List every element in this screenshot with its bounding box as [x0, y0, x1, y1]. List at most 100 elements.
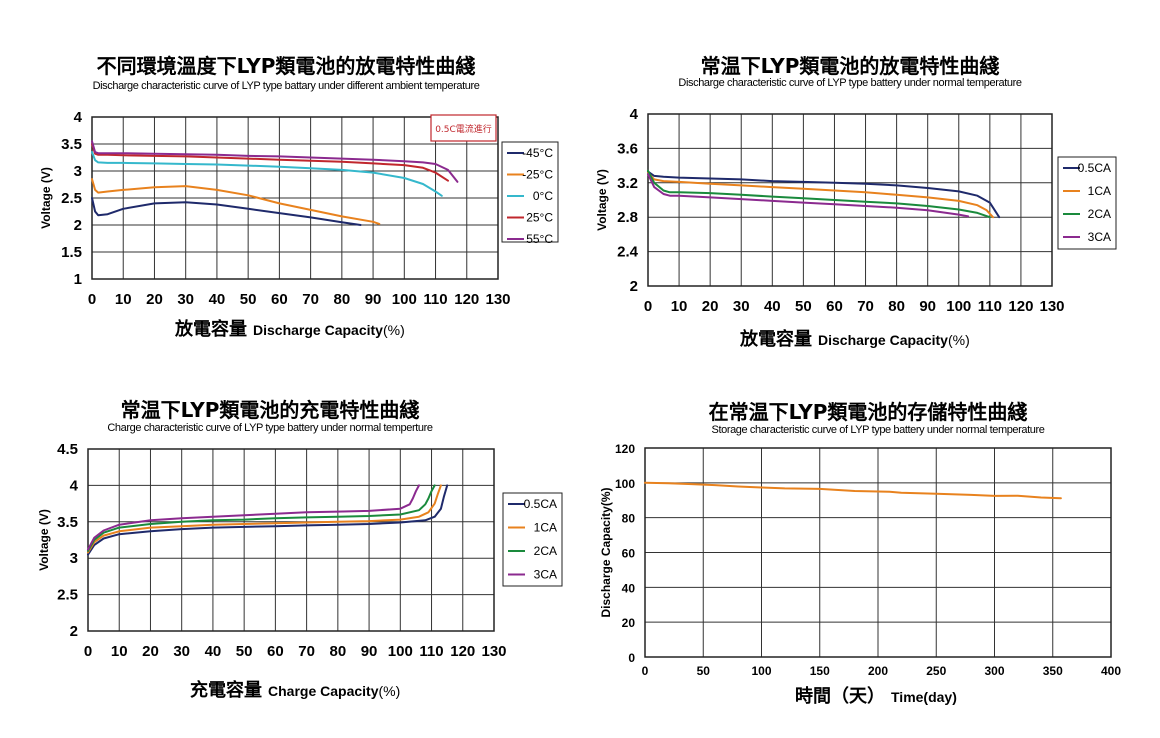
x-tick-label: 110	[419, 643, 443, 660]
y-tick-label: 2.4	[617, 244, 639, 261]
x-tick-label: 80	[334, 291, 351, 308]
x-tick-label: 40	[209, 291, 226, 308]
x-tick-label: 60	[271, 291, 288, 308]
y-tick-label: 4	[74, 109, 83, 126]
series-line-1ca	[87, 484, 442, 554]
x-tick-label: 20	[702, 298, 719, 315]
x-tick-label: 90	[919, 298, 936, 315]
grid	[644, 447, 1112, 658]
legend-label: 2CA	[534, 544, 557, 558]
x-tick-label: 50	[236, 643, 253, 660]
y-axis-label: Discharge Capacity(%)	[599, 487, 613, 617]
y-axis-label: Voltage (V)	[39, 167, 53, 229]
legend-label: 55°C	[526, 232, 553, 246]
x-tick-label: 30	[177, 291, 194, 308]
legend-label: 25°C	[526, 211, 553, 225]
x-tick-label: 100	[751, 664, 771, 678]
plot-frame	[87, 448, 495, 632]
legend-label: 0.5CA	[524, 497, 557, 511]
series-line-3ca	[647, 173, 970, 218]
chart-subtitle: Discharge characteristic curve of LYP ty…	[678, 77, 1021, 89]
series-line-05ca	[87, 484, 449, 556]
x-tick-label: 50	[795, 298, 812, 315]
y-tick-label: 4	[70, 477, 79, 494]
x-axis-label: 時間（天） Time(day)	[795, 686, 957, 707]
x-tick-label: 400	[1101, 664, 1121, 678]
x-tick-label: 100	[388, 643, 413, 660]
legend-box	[501, 141, 559, 243]
series-line-capacity	[644, 481, 1062, 500]
x-tick-label: 50	[697, 664, 711, 678]
x-tick-label: 110	[423, 291, 447, 308]
chart-subtitle: Discharge characteristic curve of LYP ty…	[93, 80, 480, 92]
y-tick-label: 2	[70, 623, 78, 640]
x-tick-label: 10	[115, 291, 132, 308]
legend-label: 3CA	[534, 568, 557, 582]
series-line-2ca	[87, 484, 436, 552]
y-tick-label: 4	[630, 106, 639, 123]
series-line-2ca	[647, 169, 991, 219]
plot-frame	[644, 447, 1112, 658]
y-tick-label: 120	[615, 442, 635, 456]
x-axis-label-en: Charge Capacity	[268, 683, 379, 699]
legend: -45°C -25°C 0°C 25°C 55°C	[501, 141, 559, 246]
x-tick-label: 80	[888, 298, 905, 315]
y-tick-label: 2.5	[57, 587, 78, 604]
y-tick-label: 80	[622, 512, 636, 526]
x-axis-label-unit: (%)	[383, 322, 405, 338]
y-tick-label: 20	[622, 616, 636, 630]
y-tick-label: 3	[70, 550, 78, 567]
legend: 0.5CA 1CA 2CA 3CA	[1057, 156, 1117, 250]
temperature-discharge-chart: 不同環境溫度下LYP類電池的放電特性曲綫 Discharge characteri…	[39, 54, 559, 340]
x-axis-label-cn: 放電容量	[174, 318, 247, 340]
x-axis-label-cn: 充電容量	[190, 679, 262, 701]
x-tick-label: 130	[1039, 298, 1064, 315]
y-tick-label: 2.8	[617, 209, 638, 226]
series-line-55c	[91, 140, 459, 183]
x-tick-label: 300	[984, 664, 1004, 678]
x-tick-label: 70	[298, 643, 315, 660]
legend-label: -25°C	[522, 168, 553, 182]
legend-label: 1CA	[534, 521, 557, 535]
x-axis-label-cn: 放電容量	[739, 328, 812, 350]
x-axis-label-en: Discharge Capacity	[253, 322, 383, 338]
y-tick-label: 3.2	[617, 175, 638, 192]
y-axis-label: Voltage (V)	[595, 169, 609, 231]
x-tick-label: 90	[365, 291, 382, 308]
x-tick-label: 90	[361, 643, 378, 660]
x-tick-label: 130	[485, 291, 510, 308]
y-tick-label: 100	[615, 477, 635, 491]
series-line-0c	[91, 151, 443, 197]
x-axis-label: 充電容量 Charge Capacity(%)	[190, 679, 400, 701]
x-tick-label: 0	[642, 664, 649, 678]
y-tick-label: 2.5	[61, 190, 82, 207]
grid	[647, 113, 1053, 287]
legend-box	[1057, 156, 1117, 250]
chart-title: 常温下LYP類電池的充電特性曲綫	[121, 398, 420, 422]
x-axis-label-en: Time(day)	[891, 689, 957, 705]
legend-label: 0°C	[533, 189, 553, 203]
annotation-box	[430, 114, 497, 142]
x-tick-label: 110	[978, 298, 1002, 315]
chart-title: 常温下LYP類電池的放電特性曲綫	[701, 54, 1000, 78]
y-tick-label: 2	[630, 278, 638, 295]
y-tick-label: 2	[74, 217, 82, 234]
x-tick-label: 100	[392, 291, 417, 308]
chart-subtitle: Storage characteristic curve of LYP type…	[712, 424, 1045, 436]
x-tick-label: 0	[88, 291, 96, 308]
x-axis-label-cn: 時間（天）	[795, 686, 885, 707]
y-tick-label: 3.5	[57, 514, 78, 531]
x-tick-label: 0	[84, 643, 92, 660]
y-tick-label: 0	[628, 651, 635, 665]
x-axis-label: 放電容量 Discharge Capacity(%)	[174, 318, 405, 340]
x-tick-label: 20	[146, 291, 163, 308]
x-tick-label: 100	[946, 298, 971, 315]
chart-title: 不同環境溫度下LYP類電池的放電特性曲綫	[97, 54, 476, 78]
x-tick-label: 0	[644, 298, 652, 315]
legend-label: 2CA	[1088, 207, 1111, 221]
y-tick-label: 3.6	[617, 140, 638, 157]
y-tick-label: 60	[622, 547, 636, 561]
